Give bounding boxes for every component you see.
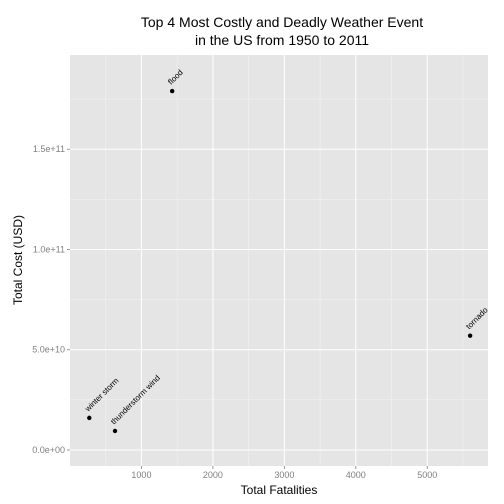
data-point xyxy=(112,428,118,434)
x-axis-title: Total Fatalities xyxy=(241,483,318,497)
major-gridlines xyxy=(70,55,488,466)
x-tick-label: 4000 xyxy=(346,470,366,480)
y-tick-label: 1.0e+11 xyxy=(33,244,65,254)
x-tick-label: 1000 xyxy=(131,470,151,480)
y-axis-ticks: 0.0e+00 5.0e+10 1.0e+11 1.5e+11 xyxy=(32,144,70,455)
x-tick-label: 2000 xyxy=(203,470,223,480)
chart-subtitle: in the US from 1950 to 2011 xyxy=(195,32,369,48)
y-tick-label: 5.0e+10 xyxy=(32,345,65,355)
minor-gridlines xyxy=(70,55,488,466)
x-tick-label: 3000 xyxy=(274,470,294,480)
data-point xyxy=(169,88,175,94)
x-tick-label: 5000 xyxy=(417,470,437,480)
data-point xyxy=(87,415,92,421)
y-axis-title: Total Cost (USD) xyxy=(11,215,25,305)
y-tick-label: 1.5e+11 xyxy=(33,144,65,154)
y-tick-label: 0.0e+00 xyxy=(32,445,65,455)
chart-title: Top 4 Most Costly and Deadly Weather Eve… xyxy=(141,14,423,30)
plot-panel xyxy=(70,55,488,466)
data-point xyxy=(467,333,473,338)
data-points xyxy=(87,88,473,434)
x-axis-ticks: 1000 2000 3000 4000 5000 xyxy=(131,466,437,480)
